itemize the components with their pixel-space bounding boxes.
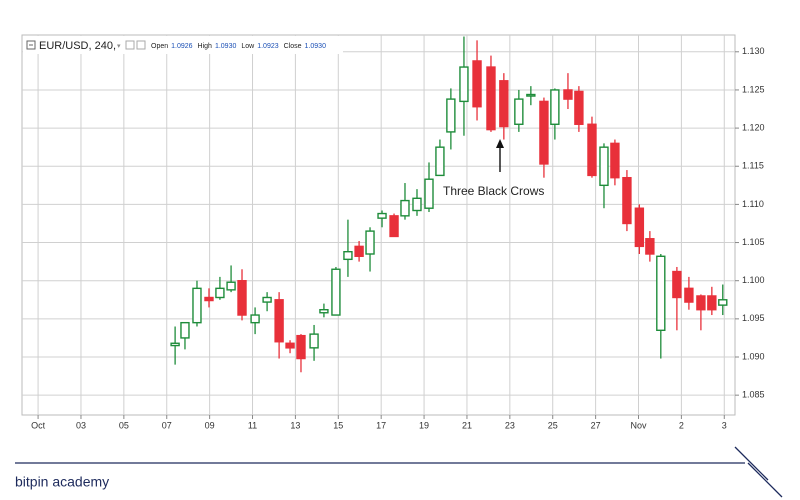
candle-body bbox=[170, 342, 180, 347]
x-tick-label: Nov bbox=[630, 420, 647, 430]
ohlc-value: 1.0923 bbox=[257, 43, 279, 50]
y-tick-label: 1.090 bbox=[742, 351, 765, 361]
brand: bitpin academy bbox=[15, 474, 109, 490]
candle-body bbox=[365, 230, 375, 255]
candle-body bbox=[563, 89, 573, 100]
candle-body bbox=[707, 295, 717, 311]
x-tick-label: 03 bbox=[76, 420, 86, 430]
candle-body bbox=[237, 280, 247, 316]
dropdown-icon[interactable]: ▾ bbox=[117, 43, 121, 50]
candle-body bbox=[331, 268, 341, 316]
candle-body bbox=[718, 299, 728, 306]
candle-body bbox=[514, 98, 524, 125]
candle-body bbox=[696, 295, 706, 311]
candle-body bbox=[472, 60, 482, 108]
candle-body bbox=[526, 93, 536, 97]
x-tick-label: 23 bbox=[505, 420, 515, 430]
y-tick-label: 1.100 bbox=[742, 275, 765, 285]
y-tick-label: 1.115 bbox=[742, 161, 764, 171]
y-tick-label: 1.120 bbox=[742, 122, 765, 132]
settings-icon[interactable] bbox=[125, 40, 135, 50]
y-tick-label: 1.105 bbox=[742, 237, 765, 247]
ohlc-value: 1.0926 bbox=[171, 43, 193, 50]
candle-body bbox=[226, 281, 236, 291]
y-tick-label: 1.110 bbox=[742, 199, 764, 209]
x-tick-label: 21 bbox=[462, 420, 472, 430]
candle-body bbox=[550, 89, 560, 125]
x-tick-label: 13 bbox=[290, 420, 300, 430]
candle-body bbox=[389, 215, 399, 238]
candle-body bbox=[539, 100, 549, 165]
x-tick-label: 25 bbox=[548, 420, 558, 430]
ohlc-label: Low bbox=[241, 43, 255, 50]
candle-body bbox=[309, 333, 319, 349]
candle-body bbox=[192, 287, 202, 324]
candle-body bbox=[377, 212, 387, 219]
candle-body bbox=[587, 123, 597, 177]
symbol: EUR/USD, 240, bbox=[39, 40, 116, 52]
candle-body bbox=[574, 90, 584, 125]
candle-body bbox=[204, 296, 214, 302]
x-tick-label: 2 bbox=[679, 420, 684, 430]
annotation-arrowhead bbox=[496, 139, 504, 148]
annotation: Three Black Crows bbox=[443, 184, 544, 198]
candle-body bbox=[296, 334, 306, 360]
footer-slash bbox=[747, 462, 783, 498]
candle-body bbox=[634, 207, 645, 248]
y-tick-label: 1.125 bbox=[742, 84, 765, 94]
header-bg bbox=[23, 36, 343, 54]
candle-body bbox=[250, 314, 260, 324]
x-tick-label: 05 bbox=[119, 420, 129, 430]
close-icon[interactable] bbox=[136, 40, 146, 50]
x-tick-label: 19 bbox=[419, 420, 429, 430]
candle-body bbox=[412, 197, 422, 212]
x-tick-label: 07 bbox=[162, 420, 172, 430]
candle-body bbox=[610, 142, 620, 179]
y-tick-label: 1.095 bbox=[742, 313, 765, 323]
candle-body bbox=[343, 251, 353, 261]
candle-body bbox=[486, 66, 496, 131]
ohlc-value: 1.0930 bbox=[215, 43, 237, 50]
candle-body bbox=[599, 146, 609, 187]
candle-body bbox=[435, 146, 445, 177]
candle-body bbox=[684, 287, 694, 303]
ohlc-header: Open 1.0926 High 1.0930 Low 1.0923 Close 1.0930 bbox=[151, 43, 326, 50]
x-tick-label: 09 bbox=[205, 420, 215, 430]
x-tick-label: Oct bbox=[31, 420, 46, 430]
footer-slash bbox=[734, 446, 769, 481]
candle-body bbox=[319, 308, 329, 314]
y-tick-label: 1.085 bbox=[742, 390, 765, 400]
ohlc-label: Open bbox=[151, 43, 168, 50]
candle-body bbox=[656, 255, 666, 332]
candle-body bbox=[354, 245, 364, 257]
x-tick-label: 11 bbox=[248, 420, 257, 430]
candle-body bbox=[400, 199, 410, 217]
x-tick-label: 27 bbox=[591, 420, 601, 430]
candle-body bbox=[180, 321, 190, 339]
candle-body bbox=[215, 287, 225, 299]
candle-body bbox=[262, 296, 272, 303]
plot-frame bbox=[21, 34, 736, 416]
candle-body bbox=[274, 299, 284, 343]
ohlc-label: High bbox=[198, 43, 213, 50]
x-tick-label: 3 bbox=[722, 420, 727, 430]
x-tick-label: 17 bbox=[376, 420, 386, 430]
y-tick-label: 1.130 bbox=[742, 46, 765, 56]
candle-body bbox=[424, 178, 434, 209]
candle-body bbox=[672, 270, 682, 299]
ohlc-value: 1.0930 bbox=[305, 43, 327, 50]
candle-body bbox=[446, 98, 456, 133]
candle-body bbox=[622, 176, 632, 225]
ohlc-label: Close bbox=[284, 43, 302, 50]
candle-body bbox=[459, 66, 469, 103]
candle-body bbox=[285, 342, 295, 349]
collapse-icon bbox=[26, 40, 36, 50]
candle-body bbox=[645, 238, 655, 255]
x-tick-label: 15 bbox=[333, 420, 343, 430]
candle-body bbox=[499, 80, 509, 128]
